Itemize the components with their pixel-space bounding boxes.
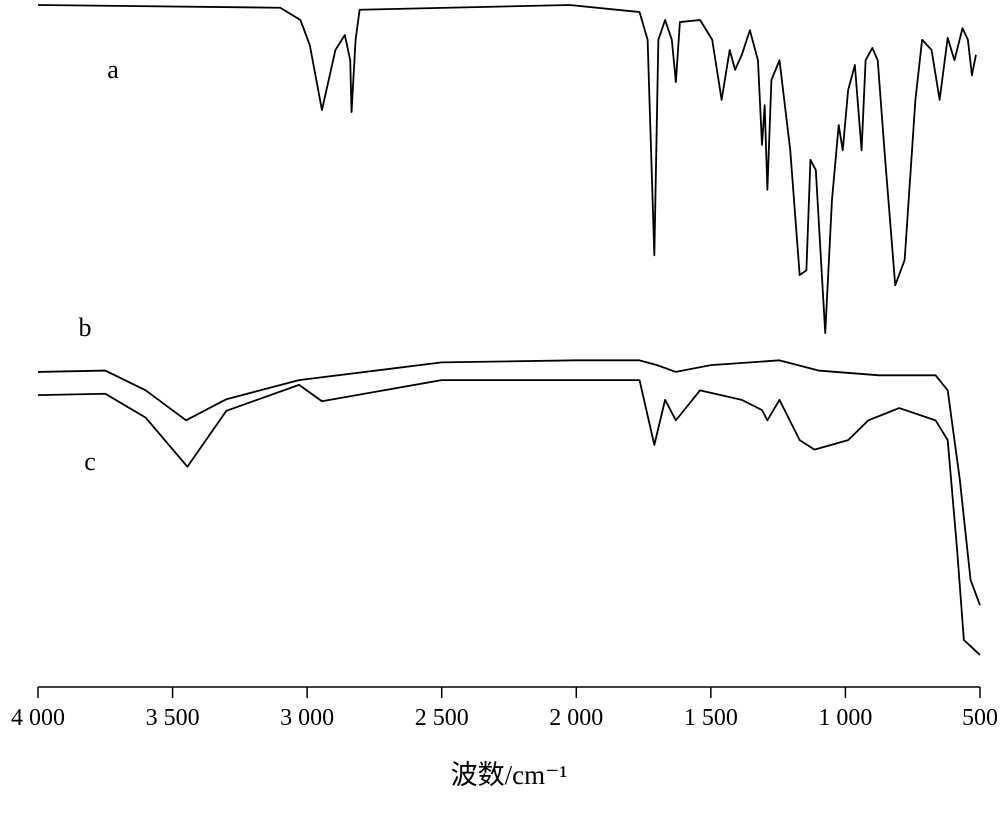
spectrum-line [37, 379, 981, 656]
x-tick-label: 2 000 [549, 705, 603, 731]
x-tick-label: 4 000 [11, 705, 65, 731]
curve-label: c [84, 447, 96, 476]
x-tick-label: 2 500 [415, 705, 469, 731]
x-tick-label: 3 000 [280, 705, 334, 731]
spectrum-line [37, 4, 977, 334]
x-tick-label: 1 500 [684, 705, 738, 731]
spectrum-line [37, 359, 981, 606]
x-tick-label: 3 500 [146, 705, 200, 731]
x-tick-label: 500 [962, 705, 998, 731]
curve-label: a [107, 55, 119, 84]
curve-label: b [79, 313, 92, 342]
x-tick-label: 1 000 [818, 705, 872, 731]
x-axis-title: 波数/cm⁻¹ [451, 760, 568, 790]
